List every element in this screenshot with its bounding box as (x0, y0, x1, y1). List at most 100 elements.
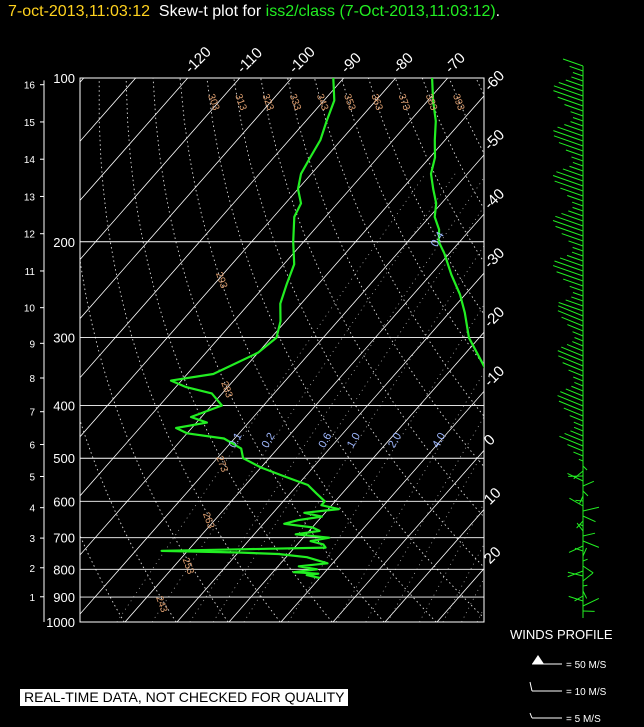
dry-adiabat-label: 393 (450, 93, 466, 113)
dry-adiabat-label: 383 (423, 93, 439, 113)
wind-barb (573, 426, 584, 432)
wind-legend-pennant (532, 655, 544, 664)
wind-barb (557, 126, 584, 137)
temperature-trace (429, 78, 484, 369)
dry-adiabat-line (341, 78, 484, 367)
wind-legend-barb (529, 712, 533, 719)
wind-barb (571, 251, 584, 257)
temperature-tick-label: -100 (286, 44, 319, 77)
height-tick-label: 4 (29, 504, 35, 515)
dry-adiabat-label: 273 (213, 454, 229, 474)
wind-barb (571, 76, 584, 82)
wind-barb (558, 400, 584, 412)
dry-adiabat-line (421, 78, 484, 210)
mixing-ratio-label: 0.4 (429, 230, 447, 249)
dry-adiabat-line (260, 78, 484, 518)
wind-profile-group: = 50 M/S = 10 M/S = 5 M/S (529, 58, 607, 725)
wind-barb (562, 168, 584, 177)
wind-barb (582, 465, 588, 471)
wind-barb (553, 130, 584, 142)
wind-barb (573, 421, 584, 427)
height-tick-label: 10 (24, 304, 36, 315)
mixing-ratio-line (461, 577, 484, 622)
wind-barb (568, 240, 584, 247)
dry-adiabat-label: 333 (287, 93, 303, 113)
height-tick-label: 6 (29, 441, 35, 452)
wind-barb (570, 430, 584, 437)
isotherm-line (80, 78, 189, 202)
wind-barb (574, 381, 584, 387)
temperature-tick-label: -120 (182, 44, 215, 77)
title-datetime: 7-oct-2013,11:03:12 (8, 3, 151, 20)
isotherm-line (124, 213, 484, 622)
wind-barb (574, 547, 584, 552)
dry-adiabat-line (448, 78, 484, 155)
wind-barb (556, 271, 584, 282)
wind-barb (582, 590, 588, 599)
wind-barb (559, 435, 584, 447)
dry-adiabat-line (584, 78, 644, 622)
wind-barb (558, 305, 584, 317)
height-tick-label: 7 (29, 408, 35, 419)
mixing-ratio-label: 2.0 (386, 431, 404, 450)
pressure-tick-label: 1000 (46, 615, 75, 630)
height-tick-label: 16 (24, 81, 36, 92)
wind-barb (565, 299, 584, 307)
wind-barb (575, 499, 584, 502)
isotherm-line (541, 78, 644, 622)
wind-barb (582, 515, 596, 523)
wind-barb (582, 506, 600, 512)
wind-barb (562, 278, 584, 287)
wind-barb (558, 82, 584, 92)
dry-adiabat-label: 293 (213, 271, 229, 291)
temperature-tick-label: -50 (481, 126, 508, 153)
dewpoint-trace (160, 78, 340, 580)
skewt-trace-group (160, 78, 484, 580)
wind-barb (571, 156, 584, 162)
dry-adiabat-label: 343 (314, 93, 330, 113)
wind-barb (572, 161, 584, 167)
isotherm-line (80, 154, 484, 615)
height-tick-label: 3 (29, 534, 35, 545)
wind-barb (552, 220, 584, 232)
isotherm-line (80, 78, 449, 497)
wind-barb (565, 79, 584, 87)
title-plot-label: Skew-t plot for (158, 3, 262, 20)
dry-adiabat-line (557, 78, 644, 622)
wind-barb (552, 265, 584, 277)
wind-barb (559, 257, 584, 267)
height-tick-label: 5 (29, 473, 35, 484)
wind-barb (573, 451, 584, 457)
wind-barb (558, 142, 584, 152)
isotherm-line (80, 78, 345, 379)
pressure-tick-label: 900 (53, 590, 75, 605)
wind-barb (565, 149, 584, 157)
wind-barb (564, 104, 584, 112)
wind-barb (567, 571, 584, 577)
isotherm-line (280, 390, 484, 622)
dry-adiabat-line (287, 78, 484, 468)
wind-barb (572, 206, 584, 212)
mixing-ratio-label: 0.1 (227, 431, 245, 450)
dry-adiabat-line (206, 78, 484, 619)
wind-barb (582, 532, 596, 537)
wind-barb (560, 391, 584, 402)
mixing-ratio-label: 1.0 (345, 431, 363, 450)
wind-barb (557, 350, 584, 362)
wind-barb (562, 58, 584, 67)
wind-barb (569, 165, 584, 172)
wind-barb (582, 480, 595, 487)
pressure-tick-label: 800 (53, 562, 75, 577)
mixing-ratio-line (442, 543, 484, 622)
wind-barb (561, 233, 584, 242)
dry-adiabat-line (179, 78, 437, 622)
wind-barb (579, 523, 584, 527)
wind-barb (571, 296, 584, 302)
pressure-tick-label: 700 (53, 531, 75, 546)
temperature-tick-label: -10 (481, 363, 508, 390)
wind-barb (578, 458, 584, 462)
height-tick-label: 12 (24, 230, 36, 241)
wind-barb (554, 260, 584, 272)
temperature-tick-label: -90 (338, 49, 365, 76)
mixing-ratio-line (212, 205, 484, 622)
